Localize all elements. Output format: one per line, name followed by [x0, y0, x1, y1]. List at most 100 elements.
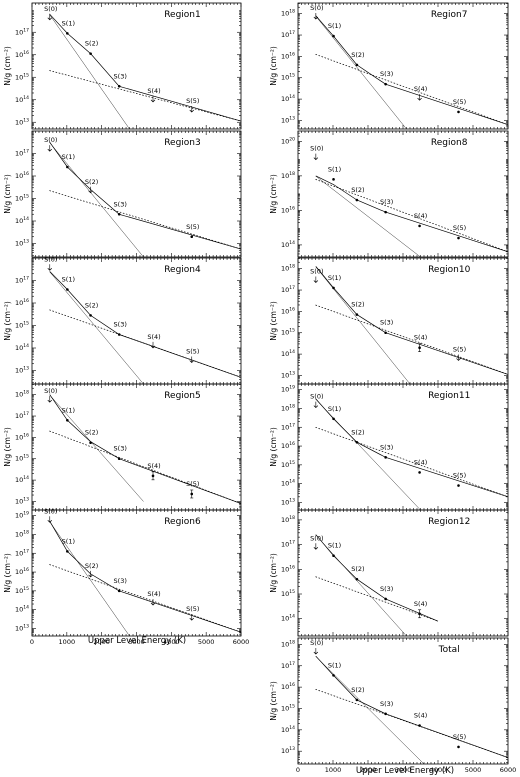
panel-region6: 1013 1014 1015 1016 1017 1018 1019 N/g (cm⁻²) Re… [3, 507, 249, 646]
upper-limit-arrowhead [313, 280, 319, 283]
point-label: S(1) [62, 19, 75, 27]
y-tick-label: 1016 [15, 298, 29, 307]
plot-frame [297, 130, 509, 258]
y-tick-label: 1018 [15, 529, 29, 538]
y-tick-label: 1017 [281, 661, 295, 670]
upper-limit-arrowhead [189, 109, 194, 113]
data-point [384, 82, 387, 86]
x-tick-label: 1000 [59, 638, 76, 646]
point-label: S(2) [351, 686, 364, 694]
fit-line-dashed [49, 190, 242, 250]
point-label: S(2) [351, 565, 364, 573]
plot-frame [31, 383, 242, 511]
data-point [384, 331, 387, 335]
fit-line-dashed [315, 576, 439, 622]
data-point [332, 286, 335, 290]
y-tick-label: 1014 [15, 216, 29, 225]
panel-title: Total [438, 645, 460, 655]
point-label: S(0) [44, 507, 57, 515]
y-tick-label: 1018 [281, 264, 295, 273]
point-label: S(1) [62, 276, 75, 284]
upper-limit-arrowhead [47, 399, 53, 403]
point-label: S(3) [114, 200, 127, 208]
y-tick-label: 1016 [15, 432, 29, 441]
point-label: S(3) [380, 319, 393, 327]
data-point [117, 212, 121, 216]
y-tick-label: 1013 [281, 746, 295, 755]
point-label: S(0) [310, 267, 323, 275]
fit-line-dotted [315, 175, 421, 258]
data-point [332, 674, 335, 677]
point-label: S(2) [85, 429, 98, 437]
x-tick-label: 6000 [233, 638, 250, 646]
fit-line-dotted [315, 656, 425, 765]
y-tick-label: 1015 [15, 321, 29, 330]
fit-line-solid [49, 394, 242, 504]
data-point [66, 419, 69, 422]
y-axis-label: N/g (cm⁻²) [269, 174, 278, 214]
y-tick-label: 1018 [281, 9, 295, 18]
fit-line-solid [49, 14, 242, 122]
panel-region10: 1013 1014 1015 1016 1017 1018 N/g (cm⁻²) Region… [269, 257, 509, 385]
data-point [355, 577, 359, 581]
point-label: S(1) [328, 165, 341, 173]
upper-limit-arrowhead [88, 190, 93, 194]
point-label: S(5) [186, 480, 199, 488]
point-label: S(3) [114, 321, 127, 329]
y-tick-label: 1018 [281, 639, 295, 648]
point-label: S(0) [310, 145, 323, 153]
upper-limit-arrowhead [313, 16, 319, 20]
y-tick-label: 1014 [281, 614, 295, 623]
point-label: S(1) [328, 542, 341, 550]
y-axis-label: N/g (cm⁻²) [3, 553, 12, 593]
upper-limit-arrowhead [47, 17, 53, 21]
x-axis-label-right: Upper Level Energy (K) [356, 766, 454, 776]
panel-region3: 1013 1014 1015 1016 1017 N/g (cm⁻²) Region3 S(0… [3, 130, 242, 258]
plot-frame [297, 637, 509, 765]
y-tick-label: 1015 [281, 460, 295, 469]
panel-region8: 1014 1016 1018 1020 N/g (cm⁻²) Region8 S(0) S(1… [269, 130, 509, 258]
data-point [384, 597, 387, 601]
data-point [355, 198, 359, 202]
upper-limit-arrowhead [47, 148, 53, 152]
point-label: S(1) [62, 537, 75, 545]
y-tick-label: 1017 [281, 285, 295, 294]
point-label: S(0) [310, 4, 323, 12]
data-point [66, 165, 69, 169]
x-tick-label: 3000 [395, 766, 412, 774]
y-tick-label: 1018 [281, 171, 295, 180]
y-tick-label: 1019 [15, 511, 29, 520]
point-label: S(1) [62, 406, 75, 414]
plot-frame [297, 383, 509, 511]
point-label: S(0) [310, 393, 323, 401]
fit-line-solid [49, 271, 242, 378]
point-label: S(1) [328, 661, 341, 669]
plot-frame [31, 509, 242, 637]
y-tick-label: 1015 [15, 194, 29, 203]
fit-line-dashed [49, 564, 242, 633]
y-tick-label: 1013 [15, 623, 29, 632]
data-point [355, 698, 359, 702]
y-tick-label: 1013 [15, 366, 29, 375]
data-point [117, 84, 121, 88]
data-point [355, 440, 359, 444]
x-tick-label: 2000 [360, 766, 377, 774]
panel-region4: 1013 1014 1015 1016 1017 N/g (cm⁻²) Region4 S(0… [3, 255, 242, 385]
x-tick-label: 0 [30, 638, 34, 646]
panel-title: Region6 [164, 517, 201, 527]
fit-line-dotted [49, 14, 130, 130]
fit-line-solid [315, 15, 509, 126]
data-point [457, 745, 460, 749]
data-point [66, 288, 69, 291]
data-point [418, 724, 421, 727]
fit-line-solid [315, 175, 509, 253]
y-tick-label: 1014 [15, 95, 29, 104]
upper-limit-arrowhead [189, 360, 194, 363]
point-label: S(3) [380, 70, 393, 78]
panel-title: Region10 [428, 265, 471, 275]
y-tick-label: 1019 [281, 385, 295, 394]
plot-frame [31, 130, 242, 258]
y-tick-label: 1015 [15, 586, 29, 595]
y-tick-label: 1014 [15, 475, 29, 484]
fit-line-solid [49, 142, 242, 250]
